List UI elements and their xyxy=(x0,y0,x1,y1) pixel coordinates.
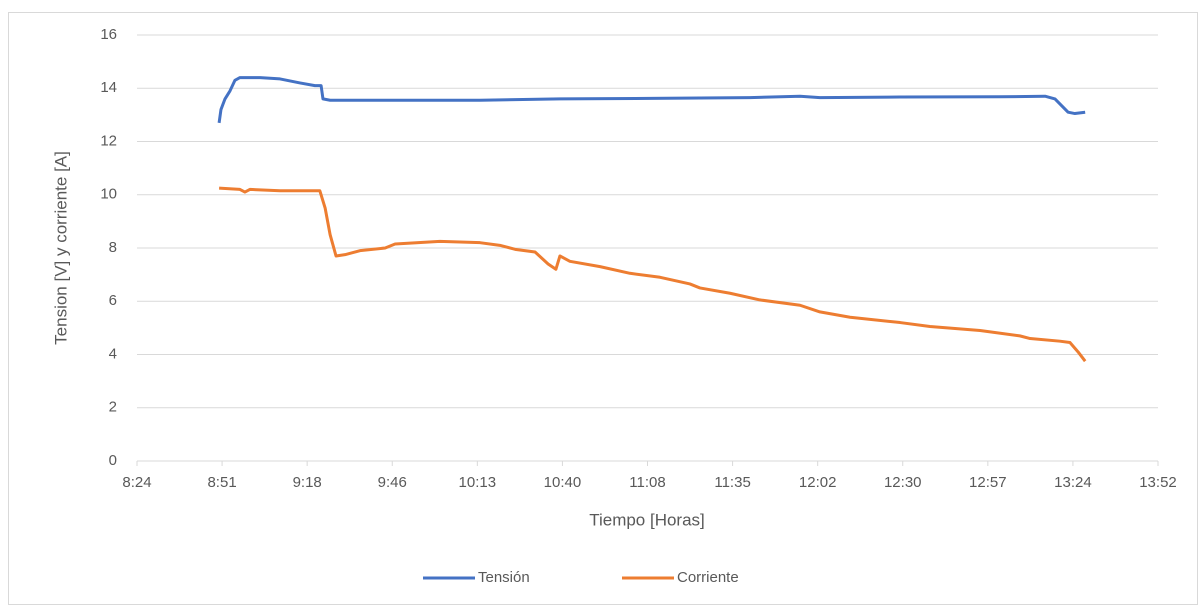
y-tick-label: 14 xyxy=(100,79,117,96)
x-tick-label: 8:51 xyxy=(207,474,236,491)
legend-label: Tensión xyxy=(478,569,530,586)
x-tick-label: 9:18 xyxy=(293,474,322,491)
x-tick-label: 9:46 xyxy=(378,474,407,491)
x-tick-label: 10:13 xyxy=(459,474,497,491)
y-axis-title: Tension [V] y corriente [A] xyxy=(51,151,70,345)
x-tick-label: 10:40 xyxy=(544,474,582,491)
y-tick-label: 16 xyxy=(100,26,117,43)
x-tick-label: 13:52 xyxy=(1139,474,1177,491)
x-tick-label: 11:35 xyxy=(714,474,750,491)
x-tick-label: 12:30 xyxy=(884,474,922,491)
y-tick-label: 8 xyxy=(109,239,117,256)
y-tick-label: 4 xyxy=(109,345,117,362)
x-axis-title: Tiempo [Horas] xyxy=(589,510,705,529)
y-tick-label: 10 xyxy=(100,186,117,203)
y-tick-label: 12 xyxy=(100,132,117,149)
x-tick-label: 13:24 xyxy=(1054,474,1092,491)
x-tick-label: 8:24 xyxy=(122,474,151,491)
legend-label: Corriente xyxy=(677,569,739,586)
y-tick-label: 6 xyxy=(109,292,117,309)
y-tick-label: 0 xyxy=(109,452,117,469)
line-series xyxy=(219,186,1087,363)
x-tick-label: 11:08 xyxy=(629,474,665,491)
chart-frame xyxy=(8,12,1198,605)
line-series xyxy=(217,76,1086,124)
x-tick-label: 12:02 xyxy=(799,474,837,491)
x-tick-label: 12:57 xyxy=(969,474,1007,491)
y-tick-label: 2 xyxy=(109,399,117,416)
